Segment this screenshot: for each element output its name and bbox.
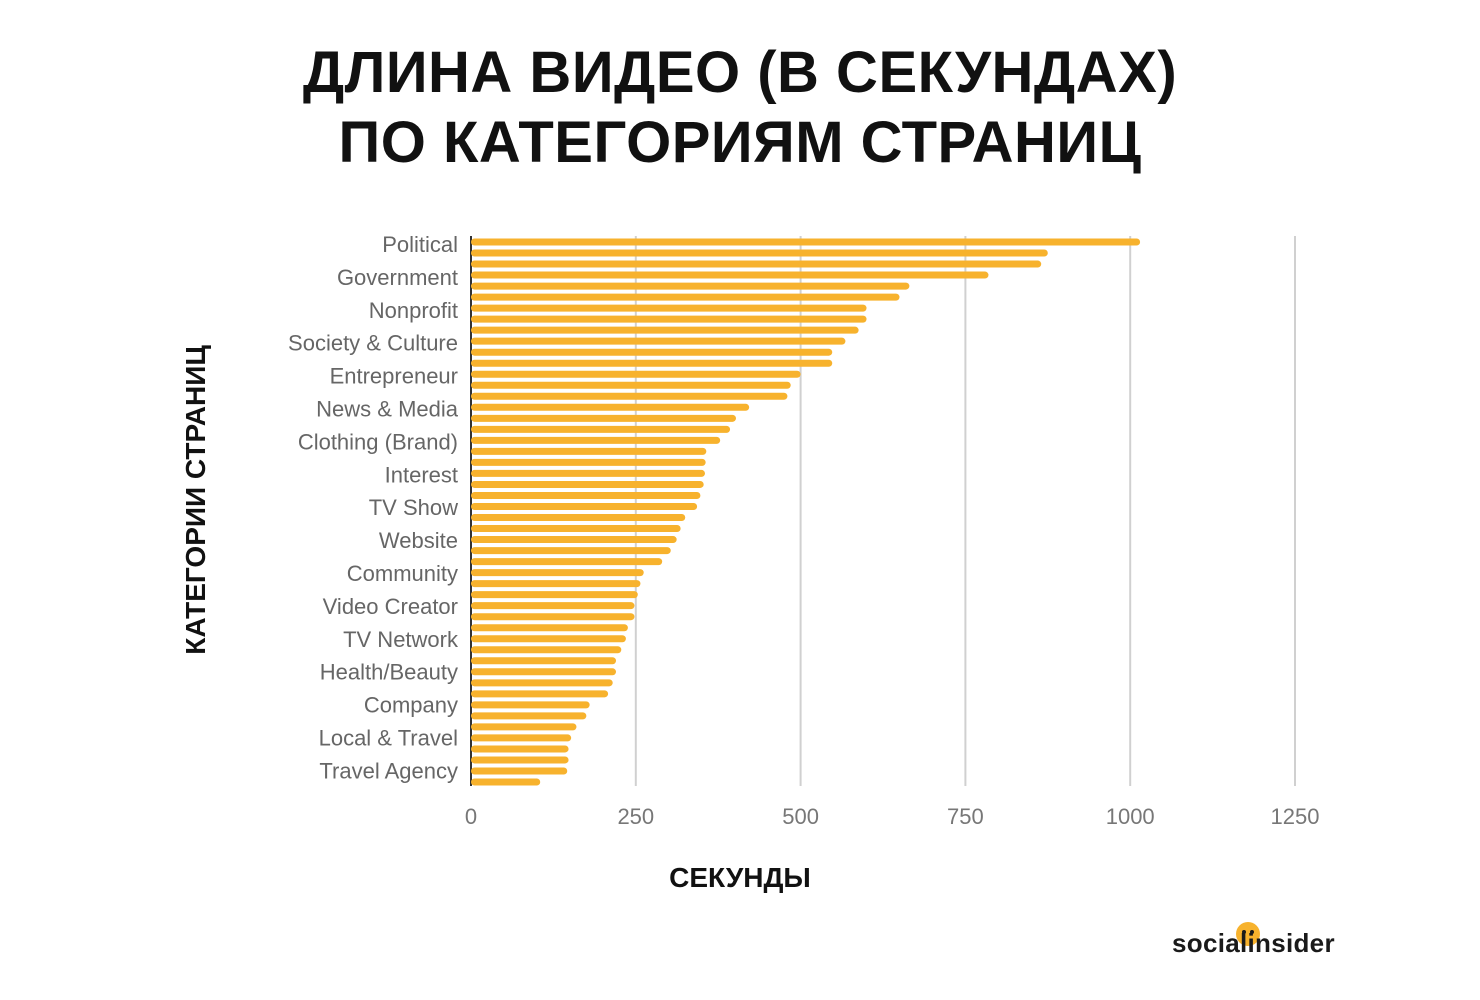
bar-15 — [471, 392, 788, 400]
bar-43 — [471, 701, 590, 709]
bar-37 — [471, 635, 626, 643]
bar-6 — [471, 293, 900, 301]
chart-title-line-2: ПО КАТЕГОРИЯМ СТРАНИЦ — [338, 110, 1142, 175]
bar-39 — [471, 657, 617, 665]
bar-35 — [471, 613, 635, 621]
y-axis-title: КАТЕГОРИИ СТРАНИЦ — [180, 345, 211, 655]
bar-44 — [471, 712, 587, 720]
bar-4 — [471, 271, 989, 279]
category-label: Society & Culture — [288, 331, 458, 356]
bar-47 — [471, 745, 569, 753]
category-label: Company — [364, 693, 458, 718]
bar-13 — [471, 370, 801, 378]
bar-24 — [471, 491, 701, 499]
category-label: Local & Travel — [319, 726, 458, 751]
bar-2 — [471, 249, 1048, 257]
bar-40 — [471, 668, 617, 676]
bar-42 — [471, 690, 609, 698]
bar-23 — [471, 480, 704, 488]
brand-logo: socialinsider — [1172, 928, 1335, 958]
x-tick-label-0: 0 — [465, 804, 477, 829]
category-label: TV Show — [369, 495, 458, 520]
bar-22 — [471, 469, 706, 477]
bar-26 — [471, 514, 686, 522]
category-label: Nonprofit — [369, 298, 458, 323]
bar-12 — [471, 359, 833, 367]
bar-20 — [471, 447, 707, 455]
bar-31 — [471, 569, 644, 577]
category-label: Video Creator — [323, 594, 458, 619]
bar-17 — [471, 414, 736, 422]
category-label: Government — [337, 265, 458, 290]
bar-49 — [471, 767, 568, 775]
bar-27 — [471, 525, 681, 533]
bar-29 — [471, 547, 671, 555]
bar-19 — [471, 436, 721, 444]
bar-18 — [471, 425, 731, 433]
x-tick-label-500: 500 — [782, 804, 819, 829]
category-label: TV Network — [343, 627, 459, 652]
category-label: Political — [382, 232, 458, 257]
bar-11 — [471, 348, 833, 356]
bar-21 — [471, 458, 706, 466]
bar-46 — [471, 734, 572, 742]
category-label: Entrepreneur — [330, 364, 458, 389]
bar-48 — [471, 756, 569, 764]
bar-32 — [471, 580, 641, 588]
x-tick-label-1250: 1250 — [1271, 804, 1320, 829]
bar-36 — [471, 624, 628, 632]
bar-28 — [471, 536, 677, 544]
category-label: Travel Agency — [319, 758, 458, 783]
x-tick-label-250: 250 — [617, 804, 654, 829]
category-label: Interest — [385, 462, 458, 487]
bar-41 — [471, 679, 613, 687]
bar-50 — [471, 778, 541, 786]
bar-5 — [471, 282, 910, 290]
bar-33 — [471, 591, 638, 599]
bar-34 — [471, 602, 635, 610]
bar-38 — [471, 646, 622, 654]
bar-3 — [471, 260, 1042, 268]
category-label: News & Media — [316, 397, 459, 422]
x-axis-title: СЕКУНДЫ — [669, 862, 811, 893]
category-label: Community — [347, 561, 458, 586]
bar-1 — [471, 238, 1141, 246]
category-labels: Political Government Nonprofit Society & Cu… — [288, 232, 459, 783]
x-tick-labels: 0 250 500 750 1000 1250 — [465, 804, 1320, 829]
category-label: Website — [379, 528, 458, 553]
bar-7 — [471, 304, 867, 312]
bar-9 — [471, 326, 859, 334]
chart-title: ДЛИНА ВИДЕО (В СЕКУНДАХ) ПО КАТЕГОРИЯМ С… — [0, 38, 1480, 178]
bar-16 — [471, 403, 750, 411]
bar-25 — [471, 502, 698, 510]
logo-icon — [1236, 922, 1260, 946]
bar-10 — [471, 337, 846, 345]
chart-title-line-1: ДЛИНА ВИДЕО (В СЕКУНДАХ) — [302, 40, 1178, 105]
category-label: Clothing (Brand) — [298, 429, 458, 454]
bar-8 — [471, 315, 867, 323]
bar-14 — [471, 381, 791, 389]
x-tick-label-1000: 1000 — [1106, 804, 1155, 829]
bars — [471, 238, 1141, 786]
bar-30 — [471, 558, 663, 566]
x-tick-label-750: 750 — [947, 804, 984, 829]
category-label: Health/Beauty — [320, 660, 458, 685]
bar-45 — [471, 723, 577, 731]
